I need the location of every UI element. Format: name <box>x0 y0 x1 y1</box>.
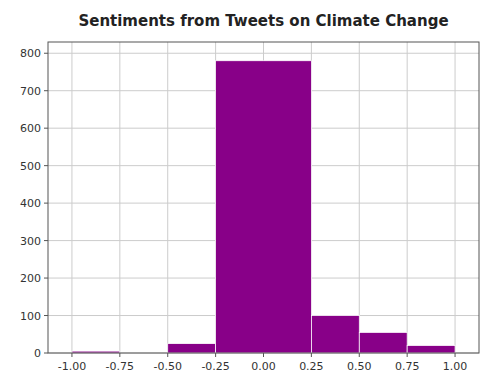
y-tick-label: 400 <box>20 197 41 210</box>
bar <box>407 346 455 353</box>
y-axis: 0 100 200 300 400 500 600 700 800 <box>20 47 48 360</box>
y-tick-label: 300 <box>20 235 41 248</box>
y-tick <box>44 278 48 279</box>
x-tick-label: 1.00 <box>443 360 468 373</box>
bar <box>359 332 407 353</box>
x-tick-label: 0.25 <box>299 360 324 373</box>
grid-line-x <box>119 42 120 353</box>
bar <box>168 344 216 353</box>
x-tick-label: -0.25 <box>201 360 229 373</box>
y-tick <box>44 90 48 91</box>
y-tick-label: 0 <box>34 347 41 360</box>
x-tick-label: -0.50 <box>153 360 181 373</box>
y-tick-label: 700 <box>20 85 41 98</box>
y-tick-label: 600 <box>20 122 41 135</box>
x-tick <box>359 353 360 357</box>
grid-line-x <box>71 42 72 353</box>
bar <box>216 61 312 353</box>
bars <box>72 61 455 353</box>
x-tick <box>167 353 168 357</box>
y-tick <box>44 128 48 129</box>
x-tick-label: 0.50 <box>347 360 372 373</box>
grid-line-x <box>359 42 360 353</box>
y-tick <box>44 203 48 204</box>
y-tick-label: 500 <box>20 160 41 173</box>
y-tick <box>44 165 48 166</box>
grid <box>48 42 479 353</box>
x-tick <box>263 353 264 357</box>
y-tick <box>44 353 48 354</box>
x-tick <box>311 353 312 357</box>
grid-line-x <box>167 42 168 353</box>
x-tick-label: 0.75 <box>395 360 420 373</box>
grid-line-x <box>407 42 408 353</box>
y-tick <box>44 53 48 54</box>
x-tick <box>455 353 456 357</box>
plot-frame <box>48 42 479 353</box>
x-tick <box>407 353 408 357</box>
x-tick <box>119 353 120 357</box>
x-tick <box>215 353 216 357</box>
grid-line-x <box>455 42 456 353</box>
title: Sentiments from Tweets on Climate Change <box>78 12 448 30</box>
x-tick-label: 0.00 <box>251 360 276 373</box>
x-axis: -1.00 -0.75 -0.50 -0.25 0.00 0.25 0.50 0.75 1.00 <box>58 353 468 373</box>
y-tick <box>44 240 48 241</box>
x-tick <box>71 353 72 357</box>
y-tick-label: 100 <box>20 310 41 323</box>
y-tick <box>44 315 48 316</box>
chart: -1.00 -0.75 -0.50 -0.25 0.00 0.25 0.50 0.75 1.00… <box>0 0 497 385</box>
grid-line-y <box>48 53 479 54</box>
x-tick-label: -0.75 <box>106 360 134 373</box>
x-tick-label: -1.00 <box>58 360 86 373</box>
y-tick-label: 800 <box>20 47 41 60</box>
bar <box>311 316 359 353</box>
y-tick-label: 200 <box>20 272 41 285</box>
